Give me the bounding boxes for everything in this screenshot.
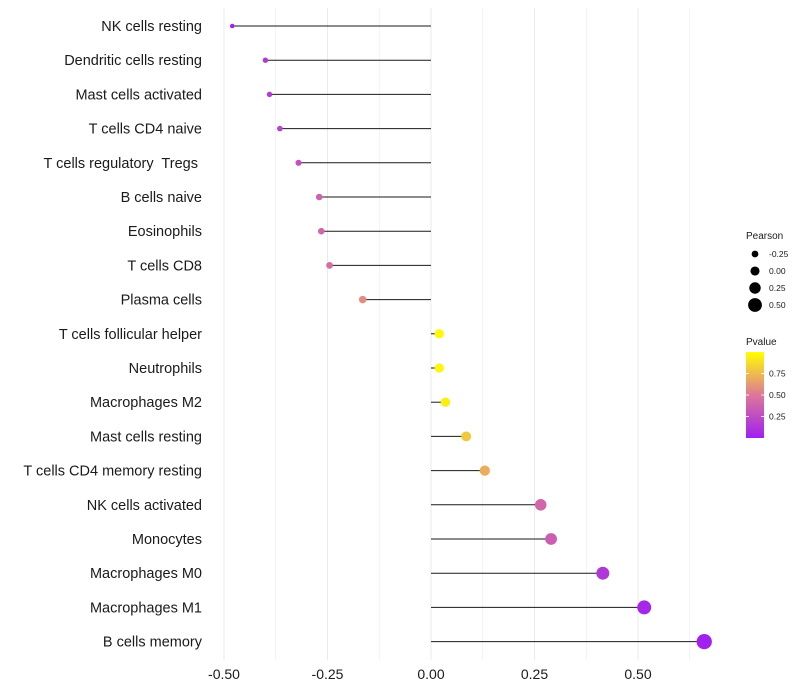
- category-label: T cells follicular helper: [59, 327, 202, 343]
- legend-size-items: -0.25 0.00 0.25 0.50: [748, 249, 789, 312]
- category-label: Neutrophils: [129, 361, 202, 377]
- data-point: [440, 397, 451, 407]
- x-tick-label: -0.25: [312, 666, 344, 682]
- data-point: [317, 227, 325, 235]
- legend-color-label: 0.75: [769, 369, 786, 379]
- data-point: [358, 295, 367, 304]
- points: [229, 23, 712, 650]
- legend-size-label: 0.50: [769, 300, 786, 310]
- data-point: [315, 193, 323, 201]
- category-label: T cells regulatory Tregs: [44, 156, 203, 172]
- category-label: Monocytes: [132, 532, 202, 548]
- legend-color-label: 0.25: [769, 412, 786, 422]
- data-point: [534, 499, 547, 511]
- legend: Pearson -0.25 0.00 0.25 0.50 Pvalue 0.75 0.5…: [746, 231, 789, 438]
- data-point: [596, 566, 610, 580]
- legend-size-dot: [748, 298, 762, 312]
- category-label: Macrophages M1: [90, 600, 202, 616]
- data-point: [637, 600, 652, 615]
- legend-colorbar: [746, 352, 764, 438]
- legend-size-label: 0.00: [769, 266, 786, 276]
- data-point: [295, 159, 302, 166]
- category-label: Mast cells resting: [90, 429, 202, 445]
- data-point: [545, 533, 557, 545]
- legend-size-dot: [750, 266, 760, 276]
- x-tick-label: 0.00: [417, 666, 444, 682]
- category-label: B cells memory: [103, 635, 203, 651]
- category-label: Macrophages M2: [90, 395, 202, 411]
- category-label: B cells naive: [121, 190, 202, 206]
- stems: [232, 25, 705, 643]
- category-label: T cells CD4 memory resting: [23, 464, 202, 480]
- data-point: [434, 329, 444, 339]
- legend-size-title: Pearson: [746, 231, 783, 242]
- category-label: Macrophages M0: [90, 566, 202, 582]
- data-point: [434, 363, 444, 373]
- data-point: [696, 633, 712, 650]
- legend-size-dot: [751, 250, 759, 258]
- category-label: NK cells activated: [87, 498, 202, 514]
- legend-size-label: 0.25: [769, 283, 786, 293]
- category-label: Eosinophils: [128, 224, 202, 240]
- category-label: T cells CD8: [127, 258, 202, 274]
- data-point: [479, 465, 490, 476]
- legend-color-title: Pvalue: [746, 337, 777, 348]
- data-point: [461, 431, 472, 442]
- x-tick-label: 0.25: [521, 666, 548, 682]
- category-label: Mast cells activated: [75, 87, 202, 103]
- category-labels: NK cells resting Dendritic cells resting M…: [23, 19, 202, 651]
- category-label: NK cells resting: [101, 19, 202, 35]
- category-label: Plasma cells: [121, 293, 202, 309]
- legend-color-items: 0.75 0.50 0.25: [746, 369, 786, 422]
- legend-size-label: -0.25: [769, 249, 789, 259]
- data-point: [262, 57, 269, 63]
- category-label: Dendritic cells resting: [64, 53, 202, 69]
- x-tick-label: -0.50: [208, 666, 240, 682]
- grid-lines: [223, 8, 691, 660]
- category-label: T cells CD4 naive: [89, 122, 202, 138]
- data-point: [229, 23, 235, 29]
- data-point: [266, 91, 273, 98]
- x-axis-ticks: -0.50 -0.25 0.00 0.25 0.50: [208, 666, 652, 682]
- data-point: [277, 125, 283, 132]
- x-tick-label: 0.50: [624, 666, 651, 682]
- data-point: [326, 262, 333, 269]
- legend-color-label: 0.50: [769, 390, 786, 400]
- legend-size-dot: [749, 282, 761, 294]
